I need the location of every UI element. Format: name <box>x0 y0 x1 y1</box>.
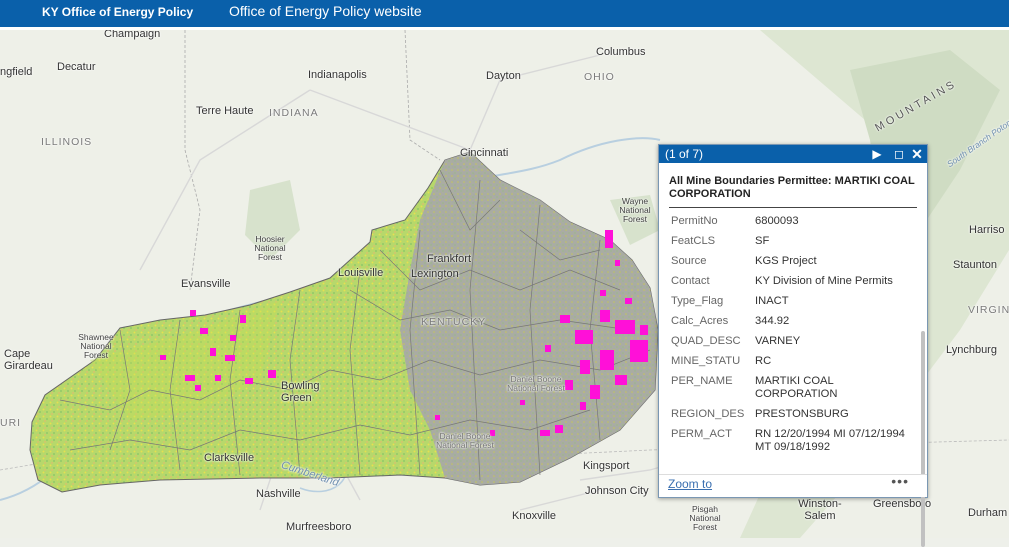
attribute-key: PERM_ACT <box>671 428 732 440</box>
forest-label-shawnee: Shawnee National Forest <box>78 332 114 360</box>
attribute-row: FeatCLS SF <box>669 232 907 252</box>
popup-title: All Mine Boundaries Permittee: MARTIKI C… <box>669 175 917 208</box>
forest-label-pisgah: Pisgah National Forest <box>689 504 721 532</box>
attribute-key: Contact <box>671 275 710 287</box>
energy-policy-website-link[interactable]: Office of Energy Policy website <box>229 3 422 19</box>
map-label-harrisonburg: Harriso <box>969 224 1005 236</box>
attribute-row: PER_NAME MARTIKI COAL CORPORATION <box>669 372 907 405</box>
attribute-value: MARTIKI COAL CORPORATION <box>755 375 838 400</box>
attribute-key: Type_Flag <box>671 295 724 307</box>
popup-scrollbar[interactable] <box>921 331 925 547</box>
attribute-row: REGION_DES PRESTONSBURG <box>669 405 907 425</box>
map-label-bowling-green: Bowling Green <box>281 380 320 404</box>
county-boundaries <box>59 169 651 481</box>
in-oh-state-line <box>404 30 441 161</box>
state-label-illinois: ILLINOIS <box>41 136 93 148</box>
map-label-lynchburg: Lynchburg <box>946 344 997 356</box>
map-label-lexington: Lexington <box>411 268 459 280</box>
eastern-kentucky-region <box>400 152 658 485</box>
forest-label-hoosier: Hoosier National Forest <box>254 234 286 262</box>
attribute-row: MINE_STATU RC <box>669 352 907 372</box>
attribute-row: ACT_INACReleased <box>669 458 907 462</box>
map-label-terre-haute: Terre Haute <box>196 105 254 117</box>
mine-boundaries-layer[interactable] <box>160 230 648 436</box>
more-icon[interactable]: ••• <box>891 473 909 489</box>
map-label-nashville: Nashville <box>256 488 301 500</box>
attribute-key: Source <box>671 255 707 267</box>
attribute-key: QUAD_DESC <box>671 335 741 347</box>
attribute-row: QUAD_DESC VARNEY <box>669 332 907 352</box>
feature-popup: (1 of 7) ▶ ◻ ✕ All Mine Boundaries Permi… <box>658 144 928 547</box>
popup-footer: Zoom to ••• <box>659 473 927 497</box>
map-label-louisville: Louisville <box>338 267 384 279</box>
map-label-staunton: Staunton <box>953 259 998 271</box>
attribute-key: PER_NAME <box>671 375 733 387</box>
attribute-key: ACT_INAC <box>669 458 753 462</box>
attribute-value: 344.92 <box>755 315 790 327</box>
maximize-icon[interactable]: ◻ <box>894 147 904 161</box>
map-label-evansville: Evansville <box>181 278 231 290</box>
map-label-durham: Durham <box>968 507 1008 519</box>
map-label-cape-girardeau: Cape Girardeau <box>4 348 53 372</box>
attribute-value: PRESTONSBURG <box>755 408 849 420</box>
state-label-indiana: INDIANA <box>269 107 319 119</box>
attribute-value: KY Division of Mine Permits <box>755 275 893 287</box>
attribute-key: PermitNo <box>671 215 718 227</box>
il-in-state-line <box>184 30 201 291</box>
map-label-clarksville: Clarksville <box>204 452 255 464</box>
forest-label-daniel-boone-north: Daniel Boone National Forest <box>507 374 565 393</box>
attribute-value: Released <box>753 458 907 462</box>
map-label-johnson-city: Johnson City <box>585 485 649 497</box>
attribute-value: INACT <box>755 295 789 307</box>
map-label-winston-salem: Winston-Salem <box>798 498 842 522</box>
attribute-row: Calc_Acres 344.92 <box>669 312 907 332</box>
popup-header: (1 of 7) ▶ ◻ ✕ <box>659 145 927 163</box>
map-label-dayton: Dayton <box>486 70 521 82</box>
map-label-decatur: Decatur <box>57 61 96 73</box>
hoosier-forest-area <box>245 180 300 260</box>
attribute-value: RC <box>755 355 772 367</box>
state-label-virginia: VIRGIN <box>968 304 1009 316</box>
attribute-row: PermitNo 6800093 <box>669 212 907 232</box>
attribute-value: VARNEY <box>755 335 801 347</box>
close-icon[interactable]: ✕ <box>911 146 923 162</box>
app-header: KY Office of Energy Policy Office of Ene… <box>0 0 1009 30</box>
attribute-value: KGS Project <box>755 255 817 267</box>
map-label-greensboro: Greensboro <box>873 498 932 510</box>
state-label-ohio: OHIO <box>584 71 615 83</box>
map-label-frankfort: Frankfort <box>427 253 472 265</box>
state-label-missouri: URI <box>0 417 22 429</box>
attribute-value: 6800093 <box>755 215 799 227</box>
play-icon[interactable]: ▶ <box>872 147 882 161</box>
western-coalfield-tint <box>90 300 280 420</box>
attribute-key: Calc_Acres <box>671 315 729 327</box>
popup-counter: (1 of 7) <box>665 147 704 161</box>
map-label-murfreesboro: Murfreesboro <box>286 521 352 533</box>
attribute-list[interactable]: PermitNo 6800093 FeatCLS SF Source KGS Projec… <box>669 212 917 462</box>
map-label-kingsport: Kingsport <box>583 460 630 472</box>
wayne-forest-area <box>610 195 660 245</box>
map-label-knoxville: Knoxville <box>512 510 557 522</box>
map-label-cincinnati: Cincinnati <box>460 147 509 159</box>
state-label-kentucky: KENTUCKY <box>421 316 487 328</box>
attribute-value: RN 12/20/1994 MI 07/12/1994 MT 09/18/199… <box>755 428 905 453</box>
forest-label-daniel-boone-south: Daniel Boone National Forest <box>436 431 494 450</box>
attribute-row: Source KGS Project <box>669 252 907 272</box>
attribute-key: REGION_DES <box>671 408 745 420</box>
attribute-row: Type_Flag INACT <box>669 292 907 312</box>
forest-label-wayne: Wayne National Forest <box>619 196 651 224</box>
zoom-to-link[interactable]: Zoom to <box>668 477 713 491</box>
map-label-champaign: Champaign <box>104 30 161 40</box>
attribute-row: PERM_ACT RN 12/20/1994 MI 07/12/1994 MT 0… <box>669 425 907 458</box>
attribute-value: SF <box>755 235 770 247</box>
map-label-indianapolis: Indianapolis <box>308 69 367 81</box>
attribute-key: FeatCLS <box>671 235 716 247</box>
attribute-row: Contact KY Division of Mine Permits <box>669 272 907 292</box>
attribute-key: MINE_STATU <box>671 355 741 367</box>
header-title[interactable]: KY Office of Energy Policy <box>42 5 194 19</box>
map-label-columbus: Columbus <box>596 46 646 58</box>
map-label-springfield: ngfield <box>0 66 33 78</box>
